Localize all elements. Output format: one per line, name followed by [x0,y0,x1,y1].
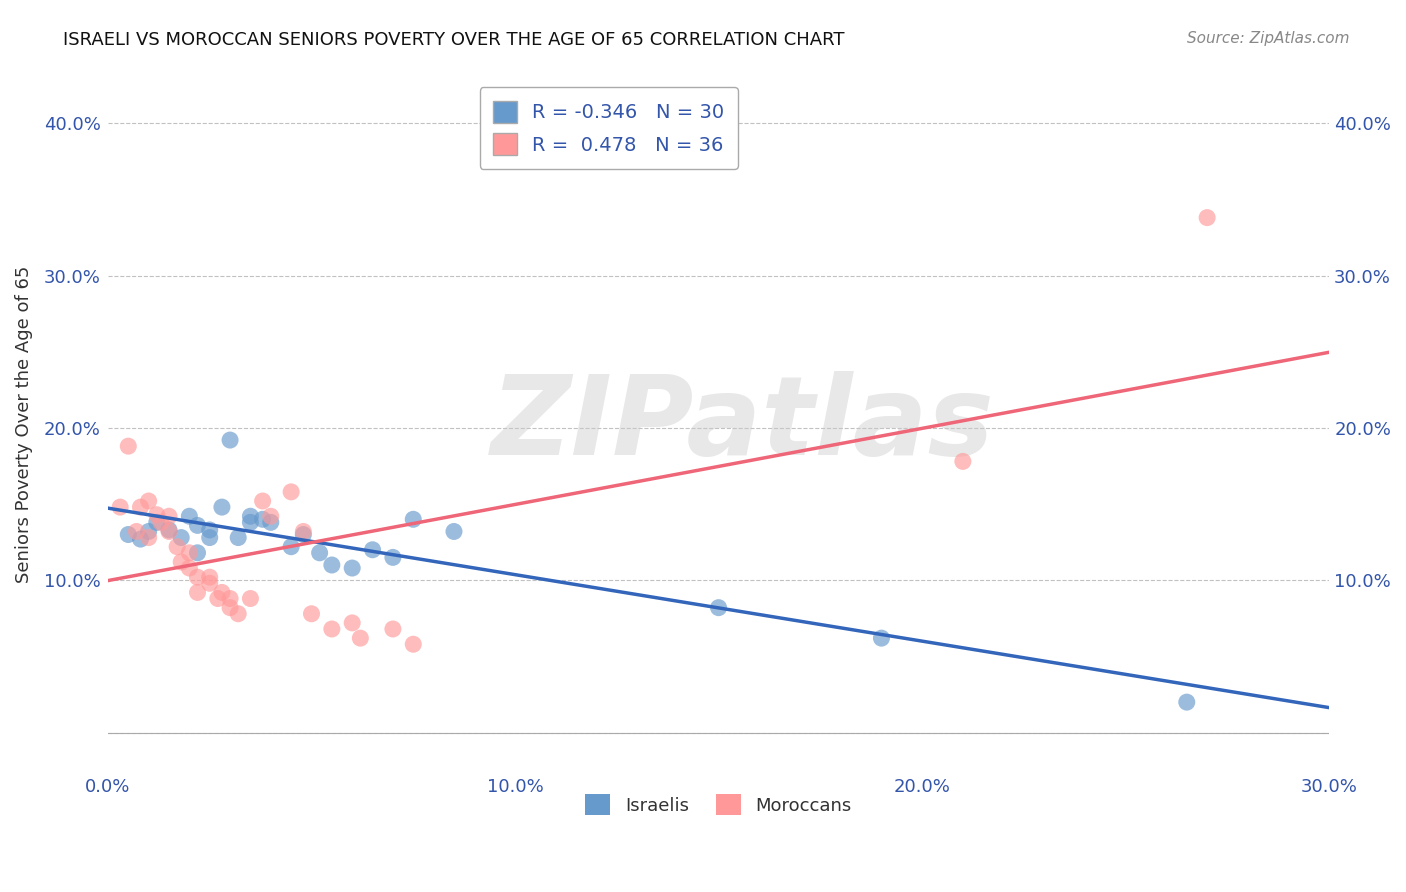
Point [211,585,233,599]
Point [219,591,242,606]
Point [157,523,180,537]
Point [117,439,139,453]
Point [170,555,193,569]
Point [186,518,208,533]
Point [260,509,283,524]
Point [198,531,221,545]
Point [198,570,221,584]
Point [292,527,315,541]
Point [179,546,201,560]
Point [308,546,330,560]
Point [186,585,208,599]
Point [381,622,404,636]
Point [186,546,208,560]
Point [301,607,323,621]
Point [146,516,169,530]
Point [207,591,229,606]
Text: ISRAELI VS MOROCCAN SENIORS POVERTY OVER THE AGE OF 65 CORRELATION CHART: ISRAELI VS MOROCCAN SENIORS POVERTY OVER… [63,31,845,49]
Point [292,524,315,539]
Point [252,512,274,526]
Point [138,494,160,508]
Point [239,516,262,530]
Point [198,523,221,537]
Y-axis label: Seniors Poverty Over the Age of 65: Seniors Poverty Over the Age of 65 [15,266,32,582]
Point [952,454,974,468]
Point [211,500,233,515]
Text: ZIPatlas: ZIPatlas [491,370,995,477]
Point [707,600,730,615]
Point [198,576,221,591]
Point [443,524,465,539]
Point [340,615,363,630]
Point [166,540,188,554]
Point [219,600,242,615]
Legend: Israelis, Moroccans: Israelis, Moroccans [576,785,860,824]
Point [179,509,201,524]
Point [149,516,172,530]
Point [260,516,283,530]
Point [129,500,152,515]
Point [361,542,384,557]
Point [1175,695,1198,709]
Point [146,508,169,522]
Point [321,622,343,636]
Point [870,631,893,645]
Point [340,561,363,575]
Point [226,531,249,545]
Point [179,561,201,575]
Point [402,512,425,526]
Point [170,531,193,545]
Point [239,591,262,606]
Point [157,509,180,524]
Point [321,558,343,572]
Point [125,524,148,539]
Point [186,570,208,584]
Point [219,433,242,447]
Point [129,532,152,546]
Point [381,550,404,565]
Text: Source: ZipAtlas.com: Source: ZipAtlas.com [1187,31,1350,46]
Point [108,500,131,515]
Point [157,524,180,539]
Point [226,607,249,621]
Point [117,527,139,541]
Point [402,637,425,651]
Point [252,494,274,508]
Point [239,509,262,524]
Point [1197,211,1219,225]
Point [138,531,160,545]
Point [138,524,160,539]
Point [349,631,371,645]
Point [280,540,302,554]
Point [280,484,302,499]
